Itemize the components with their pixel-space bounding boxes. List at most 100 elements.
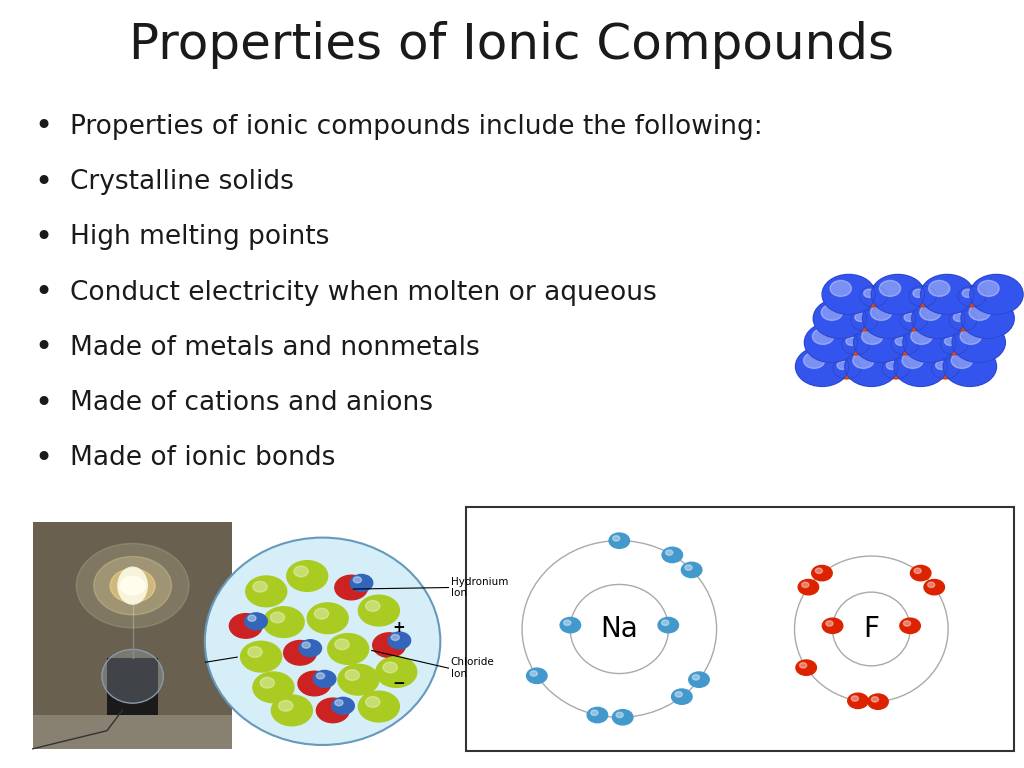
Text: •: • (34, 444, 52, 473)
Circle shape (900, 618, 921, 634)
Circle shape (298, 671, 331, 696)
Circle shape (241, 641, 282, 672)
Circle shape (904, 313, 915, 322)
Circle shape (245, 613, 267, 630)
Text: •: • (34, 333, 52, 362)
Circle shape (248, 615, 256, 621)
Circle shape (821, 304, 843, 320)
Circle shape (316, 673, 325, 679)
Circle shape (970, 274, 1023, 314)
Circle shape (910, 565, 931, 581)
Circle shape (560, 617, 581, 633)
Circle shape (672, 689, 692, 704)
Circle shape (279, 700, 293, 711)
Text: +: + (393, 620, 406, 635)
FancyBboxPatch shape (466, 507, 1014, 751)
Circle shape (833, 358, 860, 379)
Circle shape (862, 299, 915, 339)
Ellipse shape (205, 538, 440, 745)
Text: −: − (393, 676, 406, 691)
Circle shape (229, 614, 262, 638)
Circle shape (271, 695, 312, 726)
Circle shape (616, 712, 624, 717)
Circle shape (812, 565, 833, 581)
Circle shape (800, 663, 807, 668)
Circle shape (316, 698, 349, 723)
Circle shape (662, 620, 669, 625)
Text: •: • (34, 167, 52, 197)
Text: Crystalline solids: Crystalline solids (70, 169, 294, 195)
Circle shape (685, 565, 692, 571)
Circle shape (335, 639, 349, 650)
Circle shape (891, 334, 919, 355)
Text: Made of metals and nonmetals: Made of metals and nonmetals (70, 335, 479, 361)
Circle shape (940, 334, 968, 355)
Circle shape (246, 576, 287, 607)
Circle shape (952, 323, 1006, 362)
Text: F: F (863, 615, 880, 643)
Circle shape (853, 353, 874, 369)
Circle shape (802, 582, 809, 588)
Circle shape (920, 304, 941, 320)
Circle shape (383, 662, 397, 673)
Circle shape (350, 574, 373, 591)
Text: •: • (34, 389, 52, 418)
Circle shape (675, 692, 682, 697)
Text: Na: Na (600, 615, 638, 643)
Text: High melting points: High melting points (70, 224, 329, 250)
Circle shape (951, 353, 973, 369)
Circle shape (963, 289, 973, 297)
Circle shape (353, 577, 361, 583)
Circle shape (908, 286, 936, 306)
Circle shape (903, 621, 910, 626)
Circle shape (871, 697, 879, 702)
Circle shape (612, 710, 633, 725)
Text: Made of cations and anions: Made of cations and anions (70, 390, 432, 416)
Circle shape (812, 329, 834, 344)
Circle shape (851, 310, 879, 331)
Circle shape (376, 657, 417, 687)
Circle shape (815, 568, 822, 574)
Circle shape (260, 677, 274, 688)
Circle shape (914, 568, 922, 574)
Circle shape (880, 280, 901, 296)
Circle shape (689, 672, 710, 687)
Circle shape (587, 707, 607, 723)
Circle shape (270, 612, 285, 623)
Circle shape (373, 633, 406, 657)
Circle shape (929, 280, 950, 296)
Circle shape (953, 313, 965, 322)
Circle shape (969, 304, 990, 320)
Circle shape (837, 361, 848, 369)
Circle shape (961, 299, 1014, 339)
Circle shape (313, 670, 336, 687)
Circle shape (936, 361, 946, 369)
Circle shape (913, 289, 924, 297)
Circle shape (328, 634, 369, 664)
Circle shape (826, 621, 834, 626)
Circle shape (949, 310, 977, 331)
Circle shape (855, 313, 866, 322)
Circle shape (612, 536, 620, 541)
Circle shape (846, 337, 857, 346)
Text: Chloride
Ion: Chloride Ion (451, 657, 495, 679)
Circle shape (335, 700, 343, 706)
Circle shape (944, 337, 955, 346)
Circle shape (921, 274, 974, 314)
Circle shape (609, 533, 630, 548)
Circle shape (958, 286, 986, 306)
Circle shape (859, 286, 887, 306)
Circle shape (845, 346, 898, 386)
Circle shape (284, 641, 316, 665)
Circle shape (302, 642, 310, 648)
Circle shape (978, 280, 999, 296)
Circle shape (121, 577, 145, 595)
Circle shape (366, 697, 380, 707)
Circle shape (366, 601, 380, 611)
Circle shape (666, 550, 673, 555)
Circle shape (911, 329, 932, 344)
Circle shape (294, 566, 308, 577)
Circle shape (388, 632, 411, 649)
Ellipse shape (102, 650, 164, 703)
Circle shape (591, 710, 598, 716)
